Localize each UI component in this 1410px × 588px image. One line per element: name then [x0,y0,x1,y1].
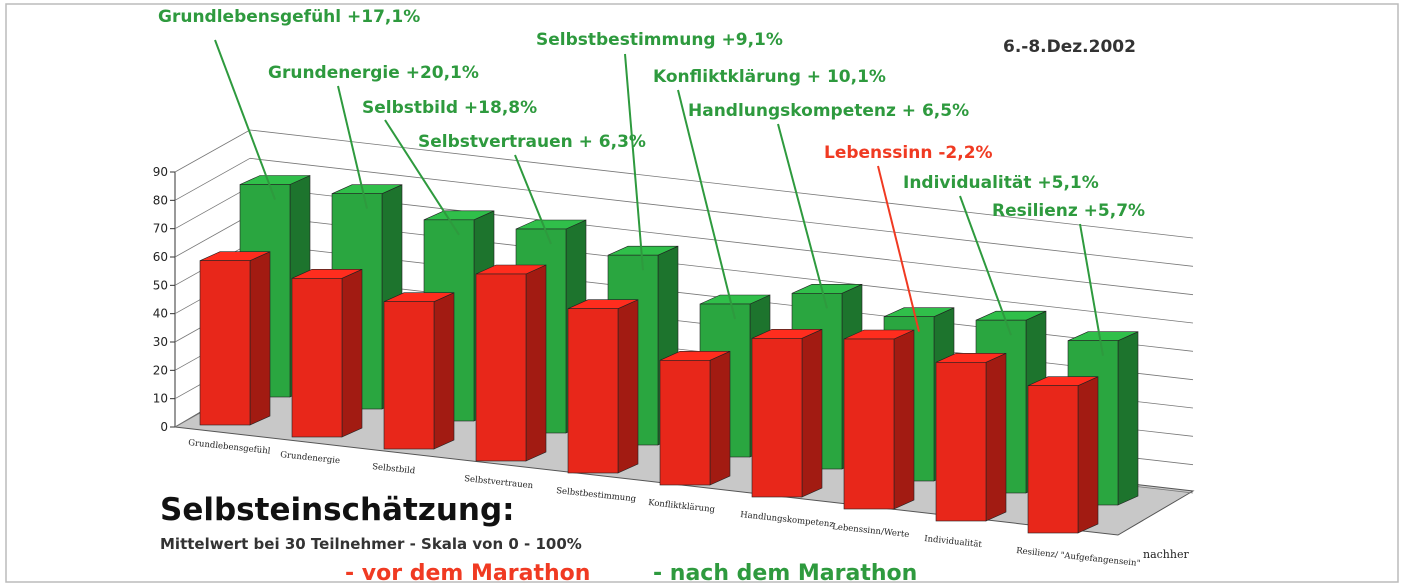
bar-side [893,329,915,510]
bar-side [433,292,455,450]
title: Selbsteinschätzung: [160,492,515,528]
grid-line [174,214,251,258]
bar-side [617,299,639,474]
y-tick-label: 60 [153,250,168,264]
annotation: Lebenssinn -2,2% [824,143,993,163]
annotation: Selbstbestimmung +9,1% [536,30,783,50]
legend-text: - vor dem Marathon [345,561,590,586]
leader-line [214,39,276,200]
y-tick-label: 30 [153,335,168,349]
leader-line [337,85,368,209]
bar [843,338,895,510]
leader-line [877,165,920,332]
y-tick-label: 70 [153,222,168,236]
bar [199,260,251,426]
leader-line [384,119,460,236]
bar-side [341,268,363,438]
bar-side [801,328,823,498]
bar-side [1077,376,1099,534]
annotation: Grundenergie +20,1% [268,63,479,83]
grid-line [249,186,1194,296]
grid-line [174,157,251,201]
annotation: Individualität +5,1% [903,173,1099,193]
bar [659,360,711,486]
leader-line [624,53,644,271]
date: 6.-8.Dez.2002 [1003,37,1136,57]
annotation: Handlungskompetenz + 6,5% [688,101,969,121]
bar-side [1117,331,1139,506]
leader-line [959,195,1012,336]
leader-line [677,89,736,320]
depth-label: nachher [1143,548,1189,561]
bar [935,362,987,522]
subtitle: Mittelwert bei 30 Teilnehmer - Skala von… [160,535,582,553]
bar-side [249,251,271,426]
annotation: Resilienz +5,7% [992,201,1145,221]
y-tick-label: 50 [153,278,168,292]
bar [383,301,435,450]
bar-side [709,350,731,486]
y-tick-label: 10 [153,392,168,406]
grid-line [249,157,1194,267]
annotation: Selbstbild +18,8% [362,98,537,118]
bar-side [525,264,547,462]
annotation: Konfliktklärung + 10,1% [653,67,886,87]
y-tick-label: 20 [153,363,168,377]
grid-line [249,129,1194,239]
y-tick-label: 80 [153,193,168,207]
y-tick-label: 40 [153,307,168,321]
x-tick-label: Selbstbild [372,462,416,477]
legend-text: - nach dem Marathon [653,561,917,586]
leader-line [1079,223,1104,356]
bar [567,308,619,474]
leader-line [514,154,552,245]
annotation: Grundlebensgefühl +17,1% [158,7,420,27]
grid-line [249,214,1194,324]
bar-side [985,352,1007,522]
bar [475,273,527,462]
bar [291,278,343,438]
y-tick-label: 90 [153,165,168,179]
annotation: Selbstvertrauen + 6,3% [418,132,646,152]
leader-line [777,123,828,309]
bar [751,338,803,498]
grid-line [174,129,251,173]
bar [1027,385,1079,534]
grid-line [174,186,251,230]
y-tick-label: 0 [160,420,168,434]
